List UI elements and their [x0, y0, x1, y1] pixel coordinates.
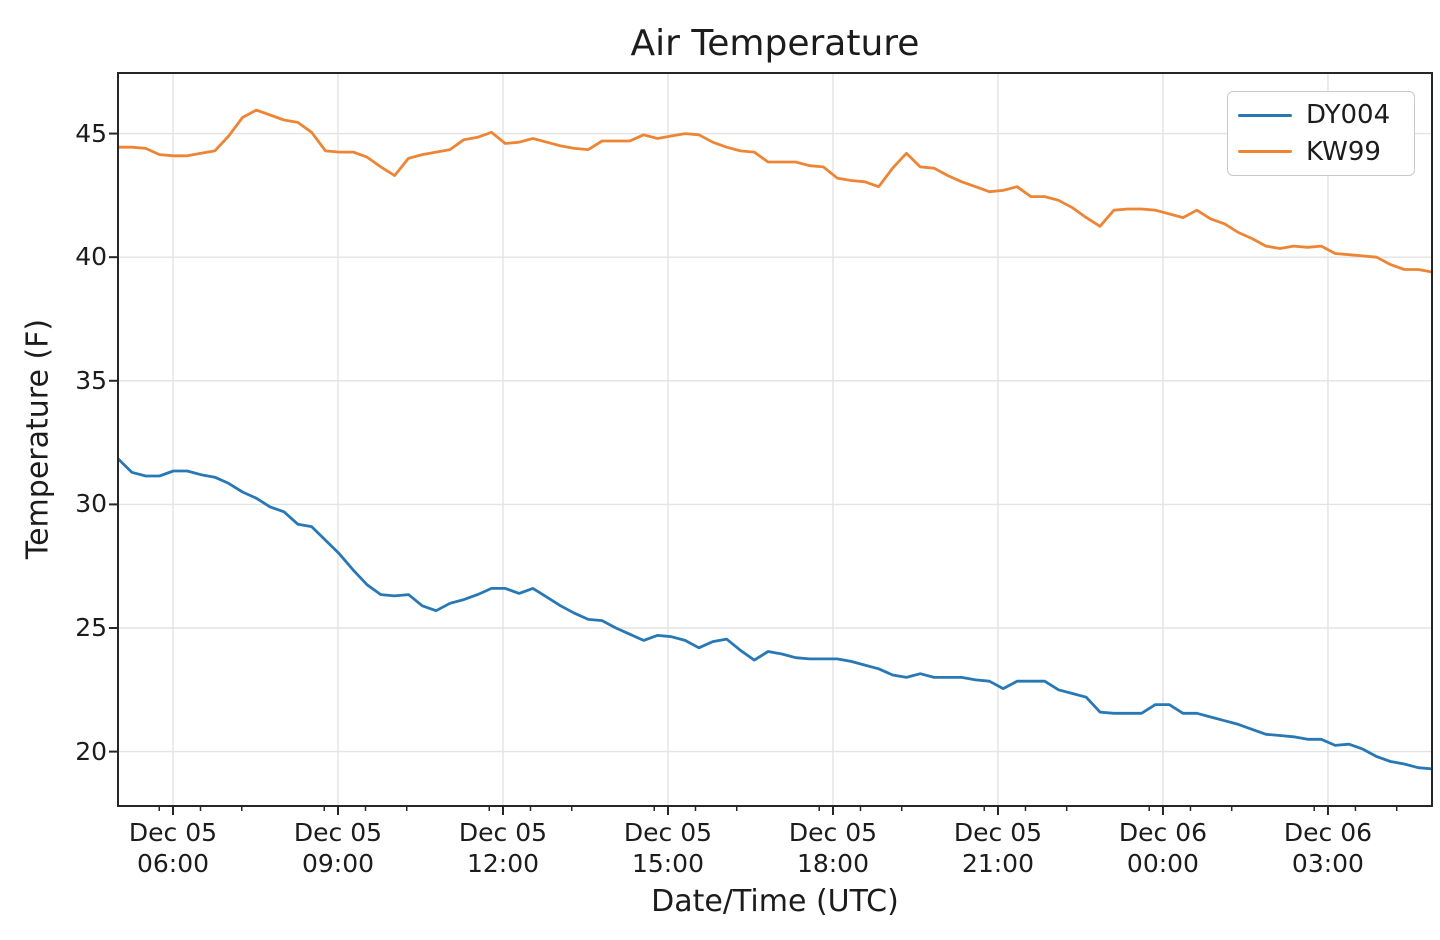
- kw99-line-swatch: [1238, 150, 1292, 154]
- plot-border: [117, 72, 1433, 807]
- legend-label-dy004: DY004: [1306, 100, 1391, 131]
- legend-entry-dy004: DY004: [1228, 100, 1414, 130]
- y-tick-label: 25: [75, 613, 107, 642]
- axes-spines: [117, 72, 1433, 807]
- gridlines: [118, 73, 1432, 806]
- y-tick-label: 35: [75, 365, 107, 395]
- series-line-kw99: [118, 108, 1432, 274]
- tick-marks: [109, 132, 1398, 815]
- x-tick-label: Dec 05 09:00: [293, 818, 383, 878]
- y-tick-label: 40: [75, 242, 107, 272]
- x-tick-label: Dec 05 12:00: [458, 818, 548, 878]
- y-tick-label: 30: [75, 489, 107, 519]
- legend-label-kw99: KW99: [1306, 136, 1381, 167]
- dy004-line-swatch: [1238, 113, 1292, 117]
- y-tick-label: 45: [75, 118, 107, 148]
- x-tick-label: Dec 06 00:00: [1118, 818, 1208, 878]
- series-line-dy004: [118, 457, 1432, 771]
- x-tick-label: Dec 05 21:00: [953, 818, 1043, 878]
- x-tick-label: Dec 05 15:00: [623, 818, 713, 878]
- legend: DY004 KW99: [1227, 91, 1415, 176]
- y-tick-label: 20: [75, 736, 107, 766]
- x-tick-label: Dec 05 18:00: [788, 818, 878, 878]
- data-lines: [118, 108, 1432, 771]
- legend-entry-kw99: KW99: [1228, 137, 1414, 167]
- x-tick-label: Dec 06 03:00: [1283, 818, 1373, 878]
- x-tick-label: Dec 05 06:00: [128, 818, 218, 878]
- y-axis-label: Temperature (F): [20, 318, 56, 560]
- chart-title: Air Temperature: [630, 23, 920, 64]
- x-axis-label: Date/Time (UTC): [651, 884, 899, 919]
